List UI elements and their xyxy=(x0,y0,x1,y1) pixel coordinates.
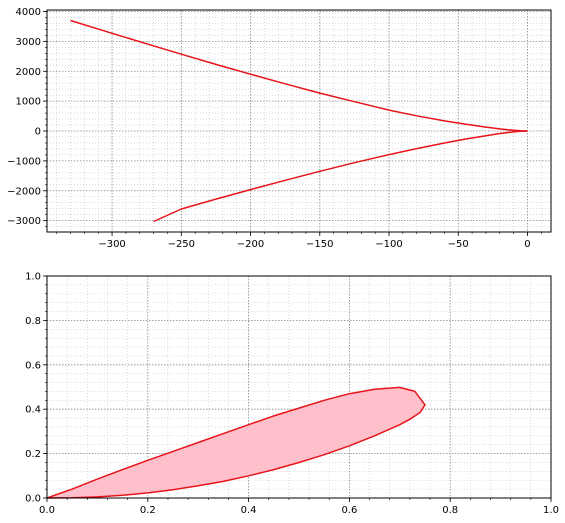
top-chart-y-tick-label: 0 xyxy=(35,127,41,138)
bottom-chart-y-tick-label: 0.8 xyxy=(25,316,41,327)
top-chart-y-tick-labels: −3000 −2000 −1000 0 1000 2000 3000 4000 xyxy=(7,7,41,227)
bottom-chart-area-outline xyxy=(46,386,426,499)
top-chart-major-grid xyxy=(47,10,551,232)
top-chart-series-line-2 xyxy=(153,130,528,223)
bottom-chart-area-fill xyxy=(47,387,425,498)
top-chart-y-tick-label: 2000 xyxy=(16,67,41,78)
top-chart-x-tick-label: −300 xyxy=(98,239,125,250)
bottom-chart-x-tick-label: 0.8 xyxy=(442,505,458,516)
bottom-chart-y-tick-label: 0.6 xyxy=(25,360,41,371)
bottom-chart-fills xyxy=(47,387,425,498)
top-line-chart: −300 −250 −200 −150 −100 −50 0 −3000 −2000 −1000… xyxy=(7,7,552,250)
bottom-chart-frame xyxy=(46,275,552,499)
bottom-chart-x-tick-label: 0.6 xyxy=(341,505,357,516)
top-chart-y-tick-label: −1000 xyxy=(7,156,41,167)
top-chart-y-tick-label: −2000 xyxy=(7,186,41,197)
top-chart-series-line-1 xyxy=(70,19,528,132)
bottom-chart-y-tick-label: 0.0 xyxy=(25,494,41,505)
top-chart-x-tick-label: −100 xyxy=(375,239,402,250)
bottom-chart-x-tick-label: 0.2 xyxy=(140,505,156,516)
bottom-chart-x-tick-labels: 0.0 0.2 0.4 0.6 0.8 1.0 xyxy=(39,505,559,516)
top-chart-x-tick-label: −50 xyxy=(448,239,469,250)
bottom-area-chart: 0.0 0.2 0.4 0.6 0.8 1.0 0.0 0.2 0.4 0.6 0.8 1.0 xyxy=(25,272,559,517)
bottom-chart-ticks xyxy=(43,275,552,502)
bottom-chart-y-tick-label: 1.0 xyxy=(25,272,41,283)
top-chart-x-tick-label: −200 xyxy=(237,239,264,250)
top-chart-lines xyxy=(70,19,528,223)
bottom-chart-x-tick-label: 0.0 xyxy=(39,505,55,516)
top-chart-y-tick-label: 1000 xyxy=(16,97,41,108)
top-chart-x-tick-label: 0 xyxy=(524,239,530,250)
bottom-chart-y-tick-label: 0.4 xyxy=(25,405,41,416)
bottom-chart-y-tick-labels: 0.0 0.2 0.4 0.6 0.8 1.0 xyxy=(25,272,41,505)
top-chart-y-tick-label: 4000 xyxy=(16,7,41,18)
top-chart-y-tick-label: −3000 xyxy=(7,216,41,227)
top-chart-ticks xyxy=(43,11,542,236)
top-chart-x-tick-label: −150 xyxy=(306,239,333,250)
bottom-chart-lines xyxy=(46,386,426,499)
bottom-chart-y-tick-label: 0.2 xyxy=(25,449,41,460)
bottom-chart-x-tick-label: 0.4 xyxy=(241,505,257,516)
top-chart-x-tick-label: −250 xyxy=(168,239,195,250)
top-chart-frame xyxy=(46,9,552,233)
top-chart-x-tick-labels: −300 −250 −200 −150 −100 −50 0 xyxy=(98,239,530,250)
top-chart-y-tick-label: 3000 xyxy=(16,37,41,48)
bottom-chart-x-tick-label: 1.0 xyxy=(543,505,559,516)
